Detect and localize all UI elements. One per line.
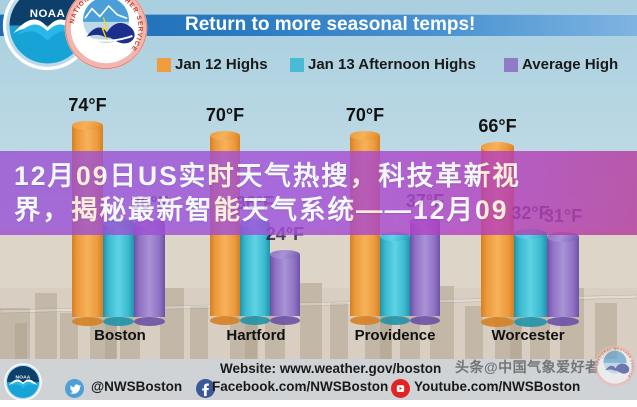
svg-text:NOAA: NOAA — [16, 374, 31, 380]
